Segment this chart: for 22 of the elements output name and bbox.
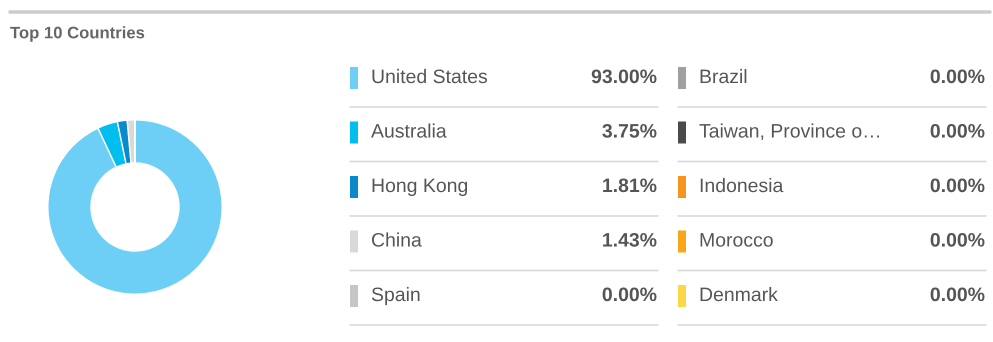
data-label: 1.43% (603, 232, 656, 247)
data-label: 1.81% (603, 178, 656, 192)
legend-label: Hong Kong (372, 178, 468, 196)
data-label: 93.00% (592, 69, 656, 84)
text: 0.00% (930, 178, 984, 192)
legend-label: Spain (372, 286, 420, 306)
donut-slice (47, 119, 223, 295)
text: 0.00% (930, 287, 984, 302)
text: 0.00% (602, 287, 656, 302)
legend-label: Brazil (700, 68, 746, 84)
text: 0.00% (930, 69, 984, 84)
data-label: 3.75% (602, 124, 656, 138)
legend-label: Denmark (700, 286, 778, 302)
chart-title: Top 10 Countries (10, 26, 144, 42)
legend-label: Taiwan, Province o… (699, 123, 879, 140)
legend-label: Morocco (700, 233, 773, 247)
legend-label: United States (372, 68, 488, 84)
legend-label: China (372, 232, 422, 247)
text: 0.00% (930, 232, 984, 247)
legend-label: Australia (371, 123, 447, 138)
text: 0.00% (930, 124, 984, 138)
legend-label: Indonesia (700, 178, 784, 192)
